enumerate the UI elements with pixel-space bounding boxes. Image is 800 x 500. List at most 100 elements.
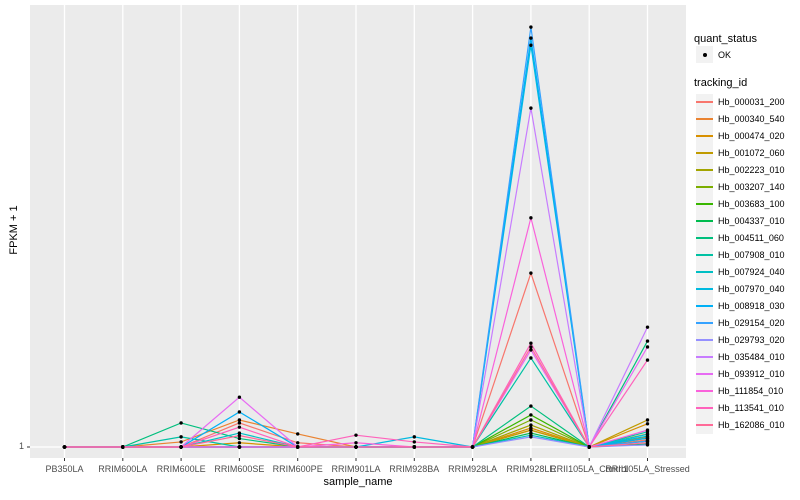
x-tick-label: RRIM928LE (506, 464, 556, 474)
legend-key-line (696, 305, 713, 307)
x-tick-label: RRII105LA_Control (550, 464, 629, 474)
data-point (179, 445, 183, 449)
legend-key-line (696, 390, 713, 392)
data-point (296, 445, 300, 449)
data-point (354, 445, 358, 449)
legend-key-line (696, 237, 713, 239)
legend-key-line (696, 169, 713, 171)
data-point (529, 348, 533, 352)
legend-item-Hb_007970_040: Hb_007970_040 (696, 280, 785, 298)
legend-key-line (696, 271, 713, 273)
legend-key-box (696, 127, 713, 145)
data-point (296, 441, 300, 445)
data-point (529, 404, 533, 408)
legend-item-Hb_003683_100: Hb_003683_100 (696, 195, 785, 213)
y-tick-label: 1 (18, 441, 24, 451)
legend-key-line (696, 118, 713, 120)
data-point (237, 431, 242, 435)
legend-item-Hb_004511_060: Hb_004511_060 (696, 229, 784, 247)
legend-key-line (696, 339, 713, 341)
data-point (179, 435, 183, 439)
data-point (529, 345, 533, 349)
data-point (529, 25, 533, 29)
legend-item-label: Hb_007924_040 (718, 267, 785, 277)
legend-key-line (696, 407, 713, 409)
legend-title-quant-status: quant_status (694, 33, 757, 45)
legend-key-box (696, 144, 713, 162)
data-point (237, 441, 242, 445)
legend-item-label: Hb_004337_010 (718, 216, 785, 226)
data-point (237, 433, 242, 438)
data-point (179, 421, 183, 425)
data-point (121, 445, 125, 449)
legend-key-box (696, 314, 713, 332)
legend-item-Hb_029154_020: Hb_029154_020 (696, 314, 785, 332)
data-point (529, 356, 533, 360)
data-point (529, 413, 533, 417)
legend-item-Hb_002223_010: Hb_002223_010 (696, 161, 785, 179)
legend-item-label: Hb_000031_200 (718, 97, 785, 107)
data-point (529, 36, 533, 40)
data-point (179, 440, 183, 444)
data-point (354, 433, 358, 437)
x-tick-label: RRIM600LE (156, 464, 206, 474)
data-point (529, 428, 533, 432)
legend-title-tracking-id: tracking_id (694, 77, 748, 89)
legend-key-box (696, 297, 713, 315)
legend-item-Hb_035484_010: Hb_035484_010 (696, 348, 785, 366)
data-point (645, 422, 650, 426)
legend-item-Hb_093912_010: Hb_093912_010 (696, 365, 785, 383)
x-tick-label: RRIM901LA (331, 464, 381, 474)
x-tick-label: RRIM928LA (448, 464, 498, 474)
data-point (412, 435, 416, 439)
legend-key-box (696, 280, 713, 298)
legend-key-line (696, 373, 713, 375)
x-tick-label: RRIM600SE (214, 464, 265, 474)
data-point (645, 418, 650, 422)
legend-item-label: Hb_007908_010 (718, 250, 785, 260)
legend-item-Hb_029793_020: Hb_029793_020 (696, 331, 785, 349)
legend-item-ok: OK (696, 46, 731, 63)
legend-key-box (696, 161, 713, 179)
data-point (587, 445, 591, 449)
data-point (237, 410, 242, 414)
legend-key-line (696, 152, 713, 154)
legend-item-label: Hb_113541_010 (718, 403, 784, 413)
legend-item-label: Hb_162086_010 (718, 420, 785, 430)
legend-item-label: Hb_000340_540 (718, 114, 785, 124)
legend-key-line (696, 101, 713, 103)
legend-key-line (696, 220, 713, 222)
legend-item-label: Hb_035484_010 (718, 352, 785, 362)
data-point (237, 418, 242, 422)
legend-item-Hb_008918_030: Hb_008918_030 (696, 297, 785, 315)
legend-key-line (696, 288, 713, 290)
legend-key-box (696, 348, 713, 366)
legend-key-line (696, 203, 713, 205)
legend-key-line (696, 322, 713, 324)
legend-item-label: Hb_001072_060 (718, 148, 785, 158)
ok-point-icon (702, 52, 707, 57)
data-point (645, 432, 650, 437)
legend-item-label: Hb_029793_020 (718, 335, 785, 345)
data-point (237, 445, 242, 449)
panel-background (30, 5, 686, 458)
data-point (470, 445, 475, 449)
y-axis-title: FPKM + 1 (8, 205, 20, 255)
legend-key-line (696, 424, 713, 426)
legend-key-line (696, 186, 713, 188)
x-tick-label: PB350LA (45, 464, 84, 474)
x-tick-label: RRIM928BA (389, 464, 440, 474)
legend-item-Hb_007908_010: Hb_007908_010 (696, 246, 785, 264)
legend-key-box (696, 246, 713, 264)
data-point (645, 358, 650, 362)
data-point (62, 445, 67, 449)
legend-item-label: Hb_111854_010 (718, 386, 784, 396)
data-point (412, 445, 416, 449)
legend-key-box (696, 46, 713, 63)
legend-item-Hb_001072_060: Hb_001072_060 (696, 144, 785, 162)
x-tick-label: RRIM600LA (98, 464, 148, 474)
legend-key-box (696, 416, 713, 434)
legend-item-Hb_000031_200: Hb_000031_200 (696, 93, 785, 111)
